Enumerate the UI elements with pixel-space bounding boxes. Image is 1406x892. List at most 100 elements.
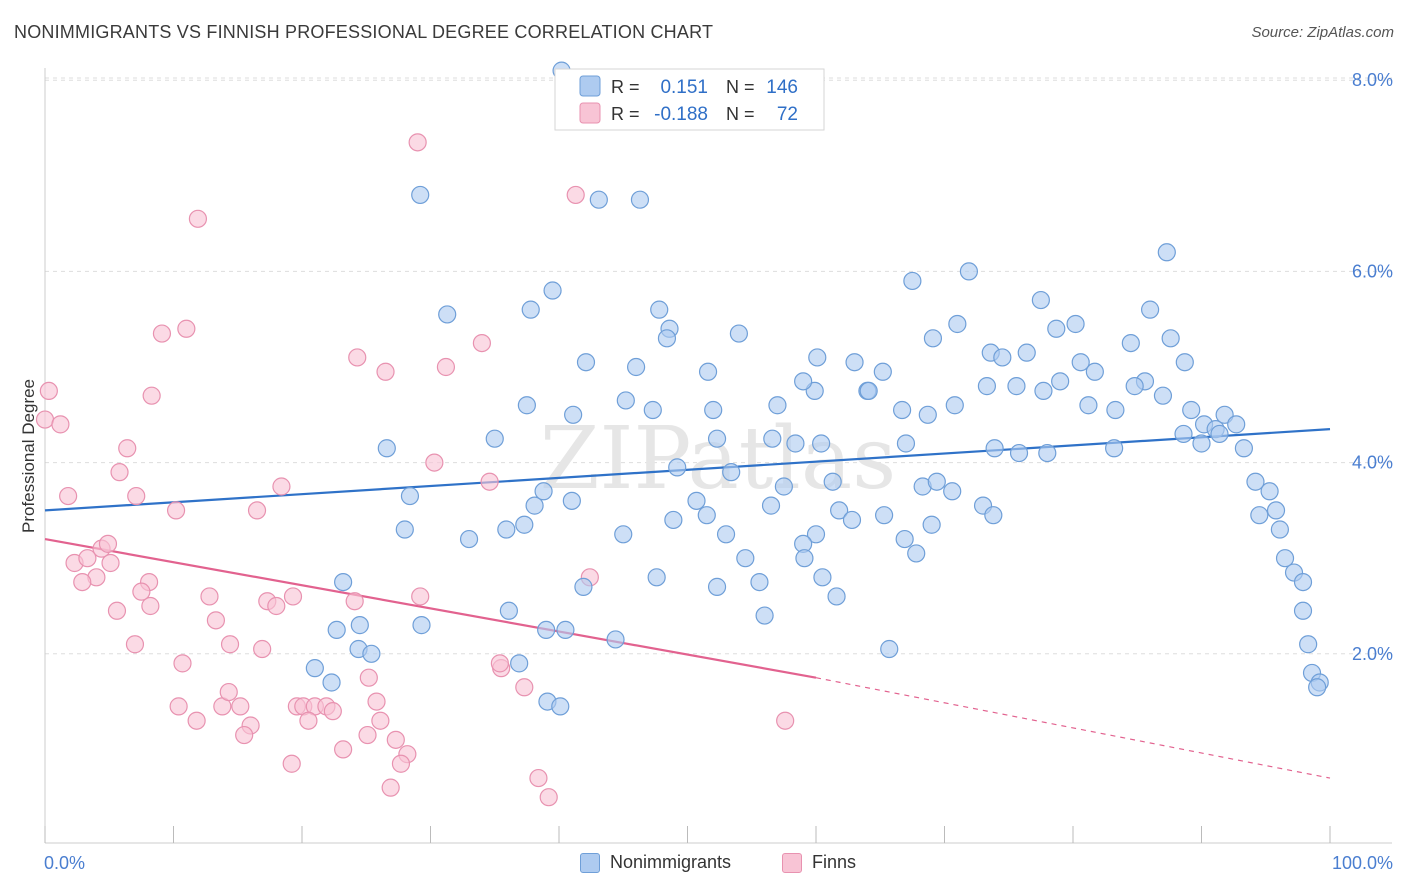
legend-label-nonimmigrants: Nonimmigrants	[610, 852, 732, 872]
nonimmigrants-point	[1246, 472, 1265, 491]
finns-point	[188, 209, 208, 228]
nonimmigrants-point	[395, 520, 414, 539]
nonimmigrants-point	[1182, 400, 1201, 420]
finns-point	[73, 572, 92, 592]
nonimmigrants-point	[562, 491, 581, 510]
nonimmigrants-point	[1266, 501, 1286, 520]
legend-blue-n-value: 146	[766, 77, 798, 98]
legend-item-finns: Finns	[782, 852, 856, 873]
nonimmigrants-point	[907, 544, 926, 563]
nonimmigrants-point	[650, 300, 669, 319]
nonimmigrants-point	[786, 434, 805, 453]
nonimmigrants-point	[322, 673, 341, 692]
nonimmigrants-point	[537, 620, 556, 640]
nonimmigrants-point	[1275, 549, 1295, 568]
finns-point	[391, 754, 411, 773]
nonimmigrants-point	[614, 525, 633, 544]
finns-point	[78, 549, 97, 568]
finns-point	[110, 463, 129, 482]
nonimmigrants-point	[606, 630, 625, 649]
nonimmigrants-point	[892, 400, 912, 420]
nonimmigrants-point	[722, 463, 741, 482]
finns-point	[299, 711, 318, 730]
nonimmigrants-point	[729, 324, 749, 343]
finns-point	[132, 582, 151, 601]
nonimmigrants-point	[305, 659, 324, 678]
nonimmigrants-point	[812, 434, 831, 453]
nonimmigrants-point	[698, 362, 718, 381]
nonimmigrants-point	[1293, 572, 1313, 592]
nonimmigrants-point	[918, 405, 937, 424]
chart-title: NONIMMIGRANTS VS FINNISH PROFESSIONAL DE…	[14, 22, 714, 42]
axes	[44, 68, 1392, 844]
nonimmigrants-point	[808, 348, 827, 367]
finns-point	[125, 635, 145, 654]
nonimmigrants-point	[895, 529, 914, 549]
nonimmigrants-point	[903, 271, 922, 291]
nonimmigrants-point	[922, 515, 941, 534]
nonimmigrants-point	[576, 353, 596, 372]
nonimmigrants-point	[1038, 443, 1057, 463]
nonimmigrants-point	[1175, 353, 1194, 372]
y-tick-label: 2.0%	[1352, 644, 1393, 664]
finns-point	[177, 319, 196, 338]
finns-point	[187, 711, 206, 730]
finns-point	[142, 386, 161, 405]
finns-point	[231, 697, 250, 716]
legend-label-finns: Finns	[812, 852, 857, 872]
nonimmigrants-point	[768, 396, 787, 415]
legend-pink-swatch	[579, 102, 601, 124]
y-tick-label: 4.0%	[1352, 453, 1393, 473]
finns-point	[776, 711, 795, 730]
finns-point	[367, 692, 386, 711]
nonimmigrants-point	[959, 262, 979, 281]
finns-point	[408, 133, 427, 152]
finns-point	[59, 486, 78, 506]
finns-point	[386, 730, 405, 749]
finns-point	[35, 410, 55, 429]
nonimmigrants-point	[697, 506, 716, 525]
nonimmigrants-point	[574, 577, 593, 596]
nonimmigrants-point	[1079, 396, 1098, 415]
nonimmigrants-point	[993, 348, 1012, 367]
nonimmigrants-point	[774, 477, 793, 496]
x-tick-label-max: 100.0%	[1332, 853, 1393, 873]
finns-point	[101, 553, 120, 573]
nonimmigrants-point	[1066, 314, 1085, 334]
finns-point	[98, 534, 118, 553]
finns-points	[35, 133, 795, 807]
nonimmigrants-point	[806, 525, 826, 544]
legend-blue-swatch	[579, 75, 601, 97]
legend-blue-r-label: R =	[611, 77, 640, 97]
nonimmigrants-point	[362, 644, 381, 663]
nonimmigrants-point	[459, 529, 479, 549]
nonimmigrants-point	[1105, 439, 1124, 458]
x-tick-label-min: 0.0%	[44, 853, 85, 873]
finns-point	[472, 334, 491, 353]
nonimmigrants-point	[551, 697, 570, 716]
nonimmigrants-point	[927, 472, 946, 491]
nonimmigrants-point	[515, 515, 534, 534]
finns-swatch	[782, 852, 802, 873]
nonimmigrants-point	[842, 510, 862, 530]
finns-point	[247, 501, 267, 520]
nonimmigrants-point	[1125, 377, 1144, 396]
nonimmigrants-point	[1260, 482, 1279, 501]
finns-point	[206, 611, 226, 630]
nonimmigrants-point	[497, 520, 516, 539]
nonimmigrants-point	[1308, 678, 1327, 697]
finns-point	[359, 668, 378, 687]
nonimmigrants-point	[750, 572, 769, 592]
finns-point	[141, 596, 160, 616]
finns-point	[127, 486, 146, 506]
nonimmigrants-point	[1250, 506, 1269, 525]
nonimmigrants-point	[1210, 424, 1229, 444]
finns-point	[490, 654, 509, 673]
finns-point	[376, 362, 395, 381]
legend-item-nonimmigrants: Nonimmigrants	[580, 852, 731, 873]
finns-point	[107, 601, 127, 620]
nonimmigrants-point	[687, 491, 706, 510]
nonimmigrants-point	[1293, 601, 1313, 620]
finns-point	[272, 477, 291, 496]
